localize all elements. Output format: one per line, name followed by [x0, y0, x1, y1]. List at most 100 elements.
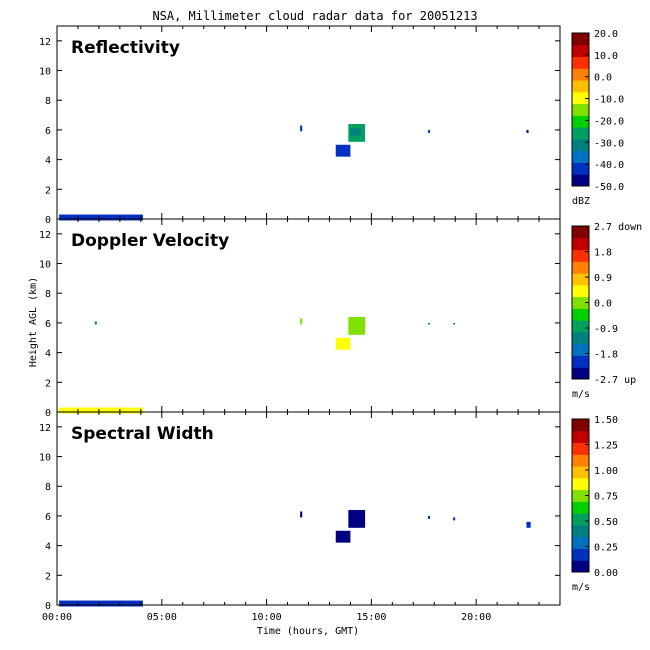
- colorbar-segment: [572, 127, 589, 140]
- colorbar-segment: [572, 138, 589, 152]
- colorbar-segment: [572, 548, 589, 561]
- echo-cell: [348, 316, 366, 335]
- echo-cell: [300, 125, 303, 132]
- x-tick-label: 05:00: [147, 612, 177, 623]
- echo-cell: [427, 129, 431, 133]
- echo-cell: [427, 515, 431, 519]
- y-tick-label: 8: [45, 482, 51, 493]
- colorbar-segment: [572, 308, 589, 321]
- echo-cell: [59, 600, 143, 607]
- y-tick-label: 4: [45, 542, 51, 553]
- echo-cell: [335, 144, 351, 157]
- colorbar-segment: [572, 261, 589, 274]
- colorbar-tick-label: 0.00: [594, 568, 618, 579]
- colorbar-tick-label: 20.0: [594, 29, 618, 40]
- echo-cell: [59, 214, 143, 221]
- y-tick-label: 0: [45, 215, 51, 226]
- colorbar-segment: [572, 296, 589, 309]
- colorbar-segment: [572, 80, 589, 93]
- echo-cell: [526, 521, 531, 528]
- colorbar-tick-label: 1.00: [594, 466, 618, 477]
- colorbar-segment: [572, 115, 589, 128]
- panel-doppler-velocity: 0 2 4 6 8 10 12 Doppler Velocity 2.7 down 1.8 0.9 0…: [39, 218, 642, 419]
- colorbar-segment: [572, 44, 589, 58]
- colorbar-tick-label: -20.0: [594, 116, 624, 127]
- colorbar-tick-label: -0.9: [594, 324, 618, 335]
- y-tick-label: 4: [45, 349, 51, 360]
- colorbar-unit: m/s: [572, 582, 590, 593]
- colorbar-tick-label: 0.9: [594, 273, 612, 284]
- colorbar-segment: [572, 454, 589, 467]
- colorbar-segment: [572, 91, 589, 105]
- colorbar-segment: [572, 68, 589, 81]
- colorbar-segment: [572, 174, 589, 187]
- colorbar-unit: m/s: [572, 389, 590, 400]
- echo-cell: [94, 321, 97, 325]
- colorbar-segment: [572, 284, 589, 298]
- colorbar-segment: [572, 442, 589, 455]
- colorbar-segment: [572, 536, 589, 549]
- y-tick-label: 12: [39, 37, 51, 48]
- colorbar-tick-label: 1.25: [594, 441, 618, 452]
- y-tick-label: 2: [45, 185, 51, 196]
- colorbar-segment: [572, 501, 589, 514]
- colorbar-segment: [572, 513, 589, 526]
- y-tick-label: 12: [39, 230, 51, 241]
- colorbar-segment: [572, 226, 589, 239]
- echo-cell: [427, 322, 431, 325]
- echo-cell: [453, 322, 456, 325]
- colorbar-segment: [572, 524, 589, 538]
- echo-cell: [526, 129, 529, 133]
- colorbar-segment: [572, 477, 589, 491]
- colorbar-segment: [572, 367, 589, 380]
- x-tick-label: 10:00: [252, 612, 282, 623]
- y-tick-label: 2: [45, 378, 51, 389]
- y-tick-label: 6: [45, 512, 51, 523]
- x-tick-label: 20:00: [461, 612, 491, 623]
- colorbar-tick-label: -1.8: [594, 350, 618, 361]
- y-tick-label: 8: [45, 289, 51, 300]
- echo-cell: [300, 511, 303, 518]
- colorbar-tick-label: 10.0: [594, 51, 618, 62]
- y-tick-label: 8: [45, 96, 51, 107]
- colorbar-segment: [572, 466, 589, 479]
- colorbar-segment: [572, 560, 589, 573]
- colorbar-tick-label: 1.50: [594, 415, 618, 426]
- echo-cell: [453, 517, 456, 521]
- colorbar-tick-label: -50.0: [594, 182, 624, 193]
- y-axis-label: Height AGL (km): [28, 277, 39, 367]
- y-tick-label: 10: [39, 67, 51, 78]
- colorbar-segment: [572, 249, 589, 262]
- echo-cell: [59, 407, 143, 414]
- colorbar-segment: [572, 162, 589, 175]
- colorbar-segment: [572, 331, 589, 345]
- colorbar-segment: [572, 237, 589, 251]
- y-tick-label: 2: [45, 571, 51, 582]
- x-tick-label: 15:00: [356, 612, 386, 623]
- panel-spectral-width: 0 2 4 6 8 10 12 00:00 05:00 10:00 15:00 20:00 Spectr…: [39, 411, 618, 623]
- colorbar-tick-label: 2.7 down: [594, 222, 642, 233]
- panel-title: Spectral Width: [71, 424, 214, 444]
- colorbar-tick-label: -10.0: [594, 95, 624, 106]
- echo-cell: [300, 318, 303, 325]
- panel-title: Reflectivity: [71, 38, 180, 58]
- colorbar-segment: [572, 56, 589, 69]
- echo-cell: [350, 128, 361, 136]
- colorbar-segment: [572, 343, 589, 356]
- y-tick-label: 4: [45, 156, 51, 167]
- colorbar-unit: dBZ: [572, 196, 590, 207]
- colorbar-segment: [572, 273, 589, 286]
- x-tick-label: 00:00: [42, 612, 72, 623]
- colorbar-tick-label: 0.0: [594, 299, 612, 310]
- colorbar-segment: [572, 489, 589, 502]
- colorbar-tick-label: -30.0: [594, 138, 624, 149]
- y-tick-label: 10: [39, 453, 51, 464]
- x-axis-label: Time (hours, GMT): [257, 626, 359, 637]
- panel-reflectivity: 0 2 4 6 8 10 12 Reflectivity 20.0 10.0 0.0 -10.0 -20…: [39, 25, 624, 226]
- y-tick-label: 6: [45, 126, 51, 137]
- colorbar-segment: [572, 355, 589, 368]
- echo-cell: [335, 530, 351, 543]
- colorbar-tick-label: 0.50: [594, 517, 618, 528]
- colorbar-segment: [572, 320, 589, 333]
